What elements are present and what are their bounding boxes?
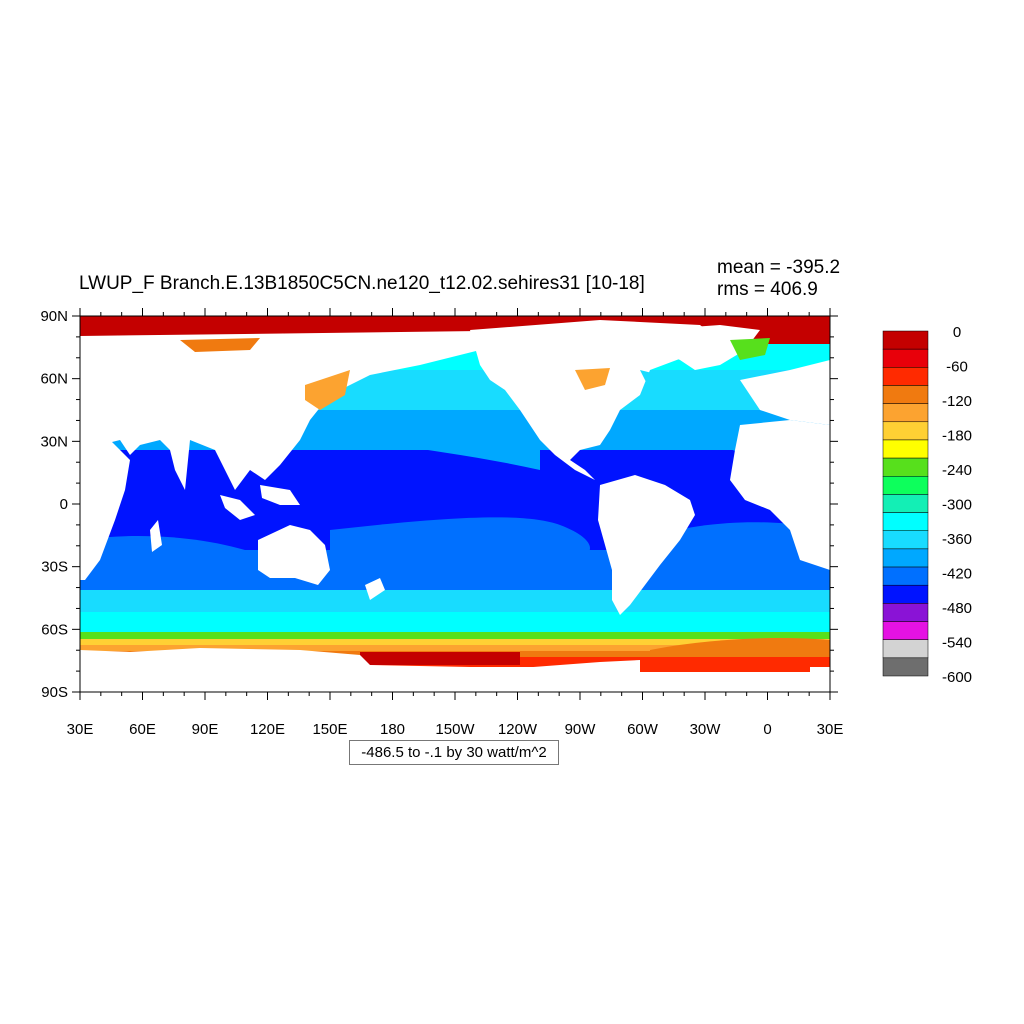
colorbar-label: 0 (953, 324, 961, 341)
africa-west-land (730, 420, 830, 570)
lon-label: 90W (565, 721, 597, 738)
colorbar-label: -240 (942, 462, 972, 479)
colorbar-swatch (882, 476, 929, 495)
lon-label: 0 (763, 721, 771, 738)
lon-label: 60E (129, 721, 156, 738)
colorbar-swatch (882, 548, 929, 568)
north-america-land (470, 320, 720, 480)
colorbar-label: -180 (942, 428, 972, 445)
australia-land (258, 525, 330, 585)
lon-label: 60W (627, 721, 659, 738)
colorbar-swatch (882, 385, 929, 404)
lat-label: 60N (40, 371, 68, 388)
arctic-margin-colors (180, 338, 770, 410)
lon-label: 180 (380, 721, 405, 738)
antarctica-land (80, 648, 830, 692)
colorbar-label: -600 (942, 669, 972, 686)
colorbar-label: -540 (942, 635, 972, 652)
colorbar-label: -300 (942, 497, 972, 514)
lon-label: 150W (435, 721, 475, 738)
contour-info-box: -486.5 to -.1 by 30 watt/m^2 (349, 740, 559, 765)
colorbar-swatch (882, 330, 929, 350)
lat-label: 0 (60, 496, 68, 513)
lat-label: 90N (40, 308, 68, 325)
colorbar-swatch (882, 584, 929, 604)
greenland-land (650, 325, 760, 370)
mean-value: mean = -395.2 (717, 257, 841, 278)
colorbar-label: -360 (942, 531, 972, 548)
colorbar-swatch (882, 603, 929, 622)
colorbar-swatch (882, 367, 929, 386)
lat-label: 30N (40, 433, 68, 450)
lat-axis: 90N 60N 30N 0 30S 60S 90S (40, 308, 838, 701)
lon-label: 150E (312, 721, 347, 738)
colorbar-label: -420 (942, 566, 972, 583)
colorbar-swatch (882, 494, 929, 513)
colorbar: 0 -60 -120 -180 -240 -300 -360 -420 -480 -540 -600 (882, 324, 972, 686)
lat-label: 30S (41, 559, 68, 576)
africa-land (80, 420, 130, 580)
lon-label: 30W (690, 721, 722, 738)
lon-axis: 30E 60E 90E 120E 150E 180 150W 120W 90W 60W 30W 0 30… (67, 308, 844, 738)
rms-value: rms = 406.9 (717, 279, 818, 300)
colorbar-label: -120 (942, 393, 972, 410)
colorbar-swatch (882, 639, 929, 659)
lon-label: 90E (192, 721, 219, 738)
lon-label: 120E (250, 721, 285, 738)
lon-label: 30E (67, 721, 94, 738)
colorbar-swatch (882, 621, 929, 640)
land-mask (80, 320, 830, 692)
colorbar-swatch (882, 530, 929, 550)
colorbar-swatch (882, 348, 929, 368)
colorbar-swatch (882, 403, 929, 423)
map-title: LWUP_F Branch.E.13B1850C5CN.ne120_t12.02… (79, 273, 645, 294)
colorbar-swatch (882, 512, 929, 531)
lon-label: 30E (817, 721, 844, 738)
colorbar-swatch (882, 566, 929, 586)
colorbar-label: -60 (946, 359, 968, 376)
colorbar-swatch (882, 439, 929, 459)
colorbar-label: -480 (942, 600, 972, 617)
colorbar-swatch (882, 657, 929, 677)
south-america-land (598, 475, 695, 615)
lon-label: 120W (498, 721, 538, 738)
lat-label: 60S (41, 621, 68, 638)
colorbar-swatch (882, 457, 929, 477)
eurasia-land (80, 330, 560, 490)
colorbar-swatch (882, 421, 929, 441)
lat-label: 90S (41, 684, 68, 701)
